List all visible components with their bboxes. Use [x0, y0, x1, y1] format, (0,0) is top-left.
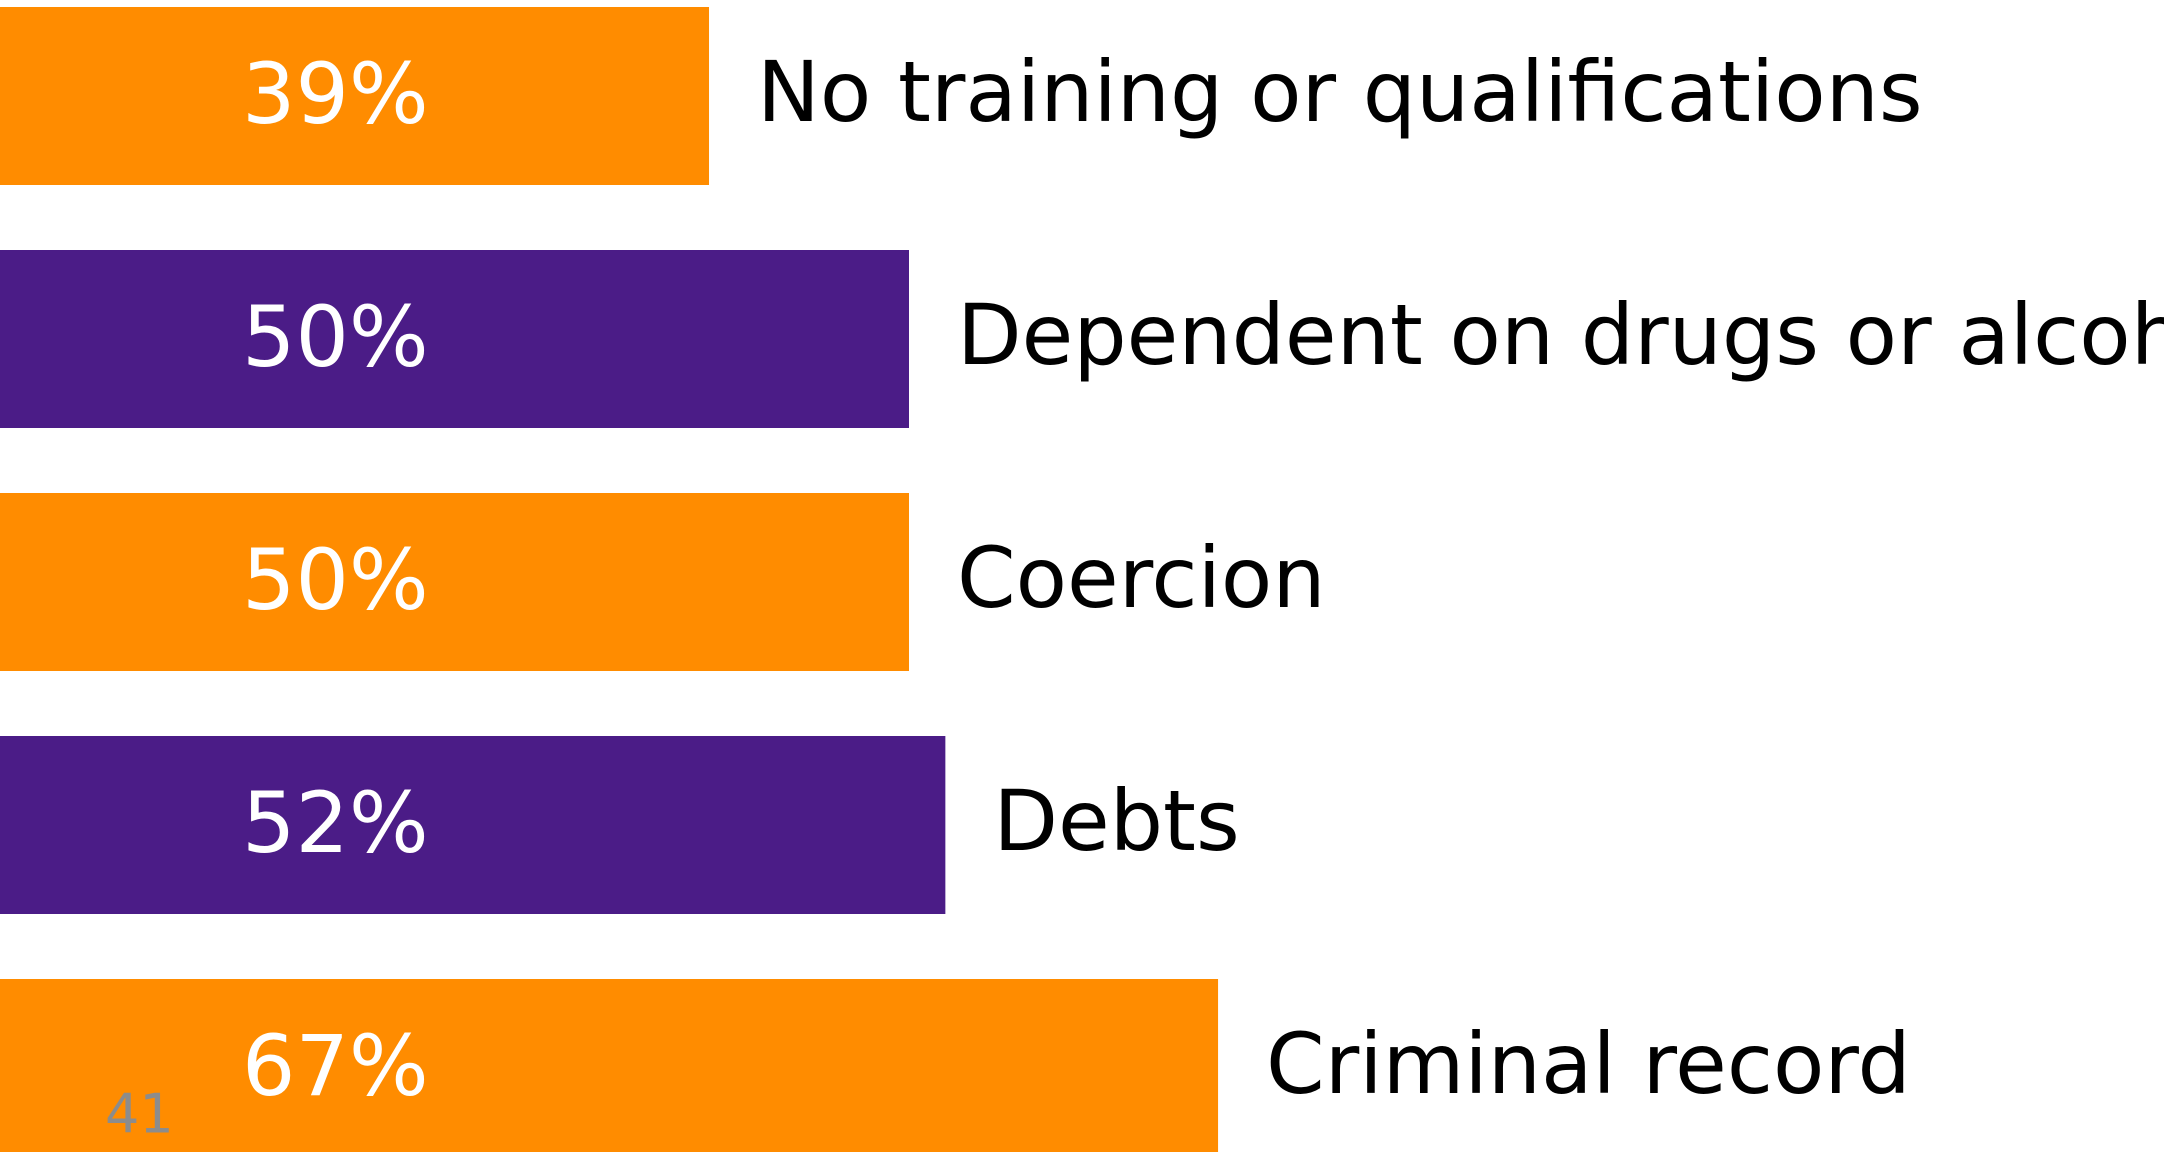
bar [0, 979, 1219, 1152]
value-label: 50% [242, 531, 429, 629]
category-label: Dependent on drugs or alcohol [957, 286, 2164, 384]
bar [0, 7, 710, 185]
category-label: No training or qualifications [757, 43, 1923, 141]
value-label: 67% [242, 1017, 429, 1115]
value-label: 52% [242, 774, 429, 872]
value-label: 50% [242, 288, 429, 386]
category-label: Criminal record [1266, 1015, 1911, 1113]
bar [0, 736, 946, 914]
category-label: Debts [993, 772, 1239, 870]
value-label: 39% [242, 45, 429, 143]
category-label: Coercion [957, 529, 1326, 627]
page-number: 41 [105, 1083, 174, 1146]
bar [0, 250, 909, 428]
bar [0, 493, 909, 671]
